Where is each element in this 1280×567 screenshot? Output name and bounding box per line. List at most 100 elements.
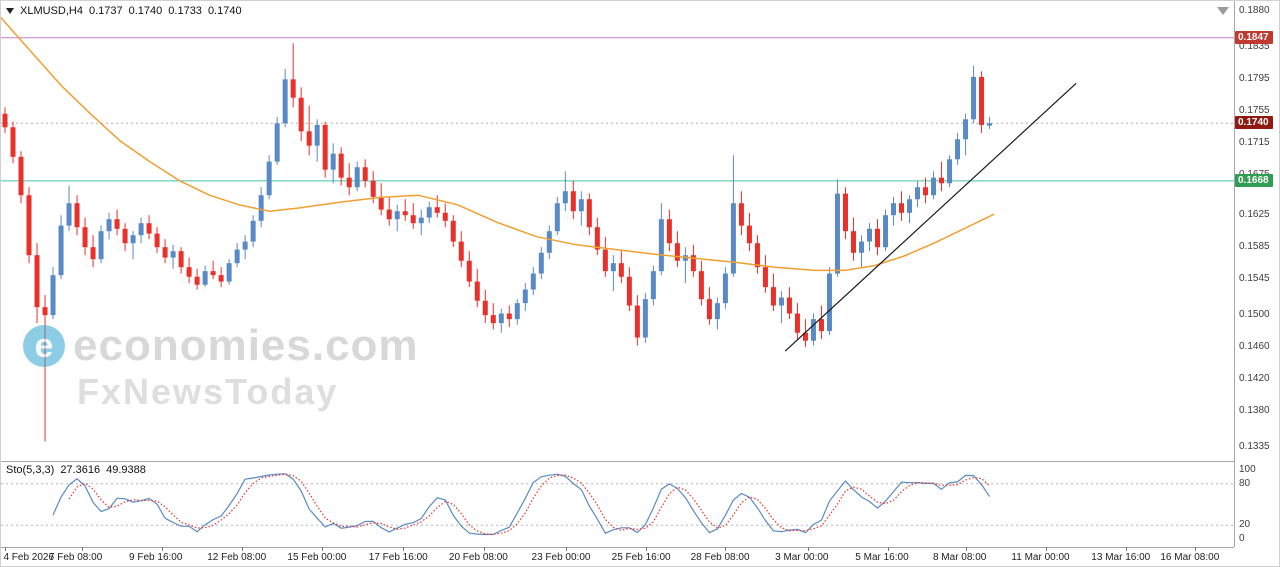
candle-body bbox=[234, 249, 240, 264]
time-axis-tick bbox=[403, 547, 405, 551]
time-axis-label: 25 Feb 16:00 bbox=[611, 552, 671, 563]
trendline[interactable] bbox=[784, 82, 1077, 352]
candle-body bbox=[690, 255, 696, 272]
candle-body bbox=[26, 195, 32, 256]
symbol-marker-icon[interactable] bbox=[6, 8, 14, 14]
chart-shift-marker-icon[interactable] bbox=[1217, 7, 1229, 15]
moving-average-line[interactable] bbox=[1, 17, 995, 272]
candle-body bbox=[314, 124, 320, 146]
candle-body bbox=[18, 156, 24, 196]
candle-body bbox=[722, 273, 728, 304]
candle-body bbox=[842, 193, 848, 232]
price-axis-label: 0.1545 bbox=[1239, 273, 1270, 285]
chart-header: XLMUSD,H4 0.1737 0.1740 0.1733 0.1740 bbox=[6, 5, 242, 17]
candle-body bbox=[162, 247, 168, 258]
candle-body bbox=[979, 76, 985, 125]
stochastic-value-main: 27.3616 bbox=[60, 464, 101, 476]
candle-body bbox=[498, 313, 504, 324]
price-axis-label: 0.1795 bbox=[1239, 73, 1270, 85]
candle-body bbox=[714, 303, 720, 320]
time-axis-tick bbox=[322, 547, 324, 551]
candle-body bbox=[378, 196, 384, 210]
candle-body bbox=[250, 220, 256, 242]
candle-body bbox=[658, 219, 664, 272]
time-axis-tick bbox=[1045, 547, 1047, 551]
candle-body bbox=[594, 227, 600, 250]
time-axis-tick bbox=[1125, 547, 1127, 551]
candle-body bbox=[74, 203, 80, 228]
time-axis-tick bbox=[566, 547, 568, 551]
stochastic-pane[interactable] bbox=[1, 462, 1234, 547]
candle-body bbox=[394, 211, 400, 220]
candle-body bbox=[746, 225, 752, 244]
candle-body bbox=[634, 305, 640, 338]
candle-body bbox=[586, 199, 592, 228]
candle-body bbox=[826, 273, 832, 332]
candle-body bbox=[626, 276, 632, 306]
candle-body bbox=[883, 215, 889, 248]
candle-body bbox=[730, 203, 736, 274]
candle-body bbox=[874, 228, 880, 248]
candle-body bbox=[226, 263, 232, 282]
candle-body bbox=[850, 231, 856, 253]
time-axis-tick bbox=[1194, 547, 1196, 551]
time-axis-tick bbox=[646, 547, 648, 551]
time-axis-label: 11 Mar 00:00 bbox=[1011, 552, 1070, 563]
symbol-period: XLMUSD,H4 bbox=[20, 5, 83, 17]
price-badge: 0.1847 bbox=[1235, 30, 1273, 44]
candle-body bbox=[971, 76, 977, 120]
time-axis-tick bbox=[5, 547, 7, 551]
candle-body bbox=[987, 123, 993, 126]
stochastic-label: Sto(5,3,3) 27.3616 49.9388 bbox=[6, 464, 146, 476]
candle-body bbox=[602, 249, 608, 272]
candle-body bbox=[754, 243, 760, 268]
candle-body bbox=[50, 275, 56, 316]
candle-body bbox=[642, 299, 648, 338]
candle-body bbox=[666, 219, 672, 244]
time-axis-label: 20 Feb 08:00 bbox=[448, 552, 508, 563]
time-axis-tick bbox=[81, 547, 83, 551]
candle-body bbox=[858, 241, 864, 253]
candle-body bbox=[578, 199, 584, 212]
time-axis-label: 15 Feb 00:00 bbox=[287, 552, 347, 563]
candle-body bbox=[114, 219, 120, 229]
ohlc-high: 0.1740 bbox=[128, 5, 163, 17]
candle-body bbox=[514, 303, 520, 320]
pane-separator[interactable] bbox=[1, 461, 1234, 462]
candle-body bbox=[762, 267, 768, 288]
time-axis-tick bbox=[807, 547, 809, 551]
candle-body bbox=[178, 251, 184, 268]
time-axis-label: 13 Mar 16:00 bbox=[1091, 552, 1151, 563]
candle-body bbox=[34, 255, 40, 308]
ohlc-open: 0.1737 bbox=[88, 5, 123, 17]
candle-body bbox=[282, 79, 288, 124]
candle-body bbox=[474, 281, 480, 301]
price-axis-label: 0.1835 bbox=[1239, 41, 1270, 53]
time-axis-tick bbox=[483, 547, 485, 551]
candle-body bbox=[891, 203, 897, 216]
candle-body bbox=[866, 228, 872, 242]
price-chart-pane[interactable] bbox=[1, 1, 1234, 461]
candle-body bbox=[322, 124, 328, 170]
candle-body bbox=[915, 187, 921, 200]
candle-body bbox=[562, 191, 568, 204]
sto-axis-label: 20 bbox=[1239, 519, 1251, 531]
candle-body bbox=[154, 233, 160, 248]
price-axis-label: 0.1715 bbox=[1239, 137, 1270, 149]
candle-body bbox=[122, 228, 128, 244]
time-axis-label: 8 Mar 08:00 bbox=[932, 552, 987, 563]
time-axis-tick bbox=[725, 547, 727, 551]
candle-body bbox=[738, 203, 744, 226]
time-axis-label: 5 Mar 16:00 bbox=[855, 552, 909, 563]
ohlc-close: 0.1740 bbox=[207, 5, 242, 17]
time-axis-separator bbox=[1, 547, 1234, 548]
candle-body bbox=[194, 276, 200, 285]
candle-body bbox=[450, 220, 456, 242]
candle-body bbox=[10, 127, 16, 157]
candle-body bbox=[426, 207, 432, 218]
sto-axis-label: 80 bbox=[1239, 477, 1251, 489]
price-axis-label: 0.1625 bbox=[1239, 209, 1270, 221]
candle-body bbox=[506, 313, 512, 320]
candle-body bbox=[274, 123, 280, 162]
